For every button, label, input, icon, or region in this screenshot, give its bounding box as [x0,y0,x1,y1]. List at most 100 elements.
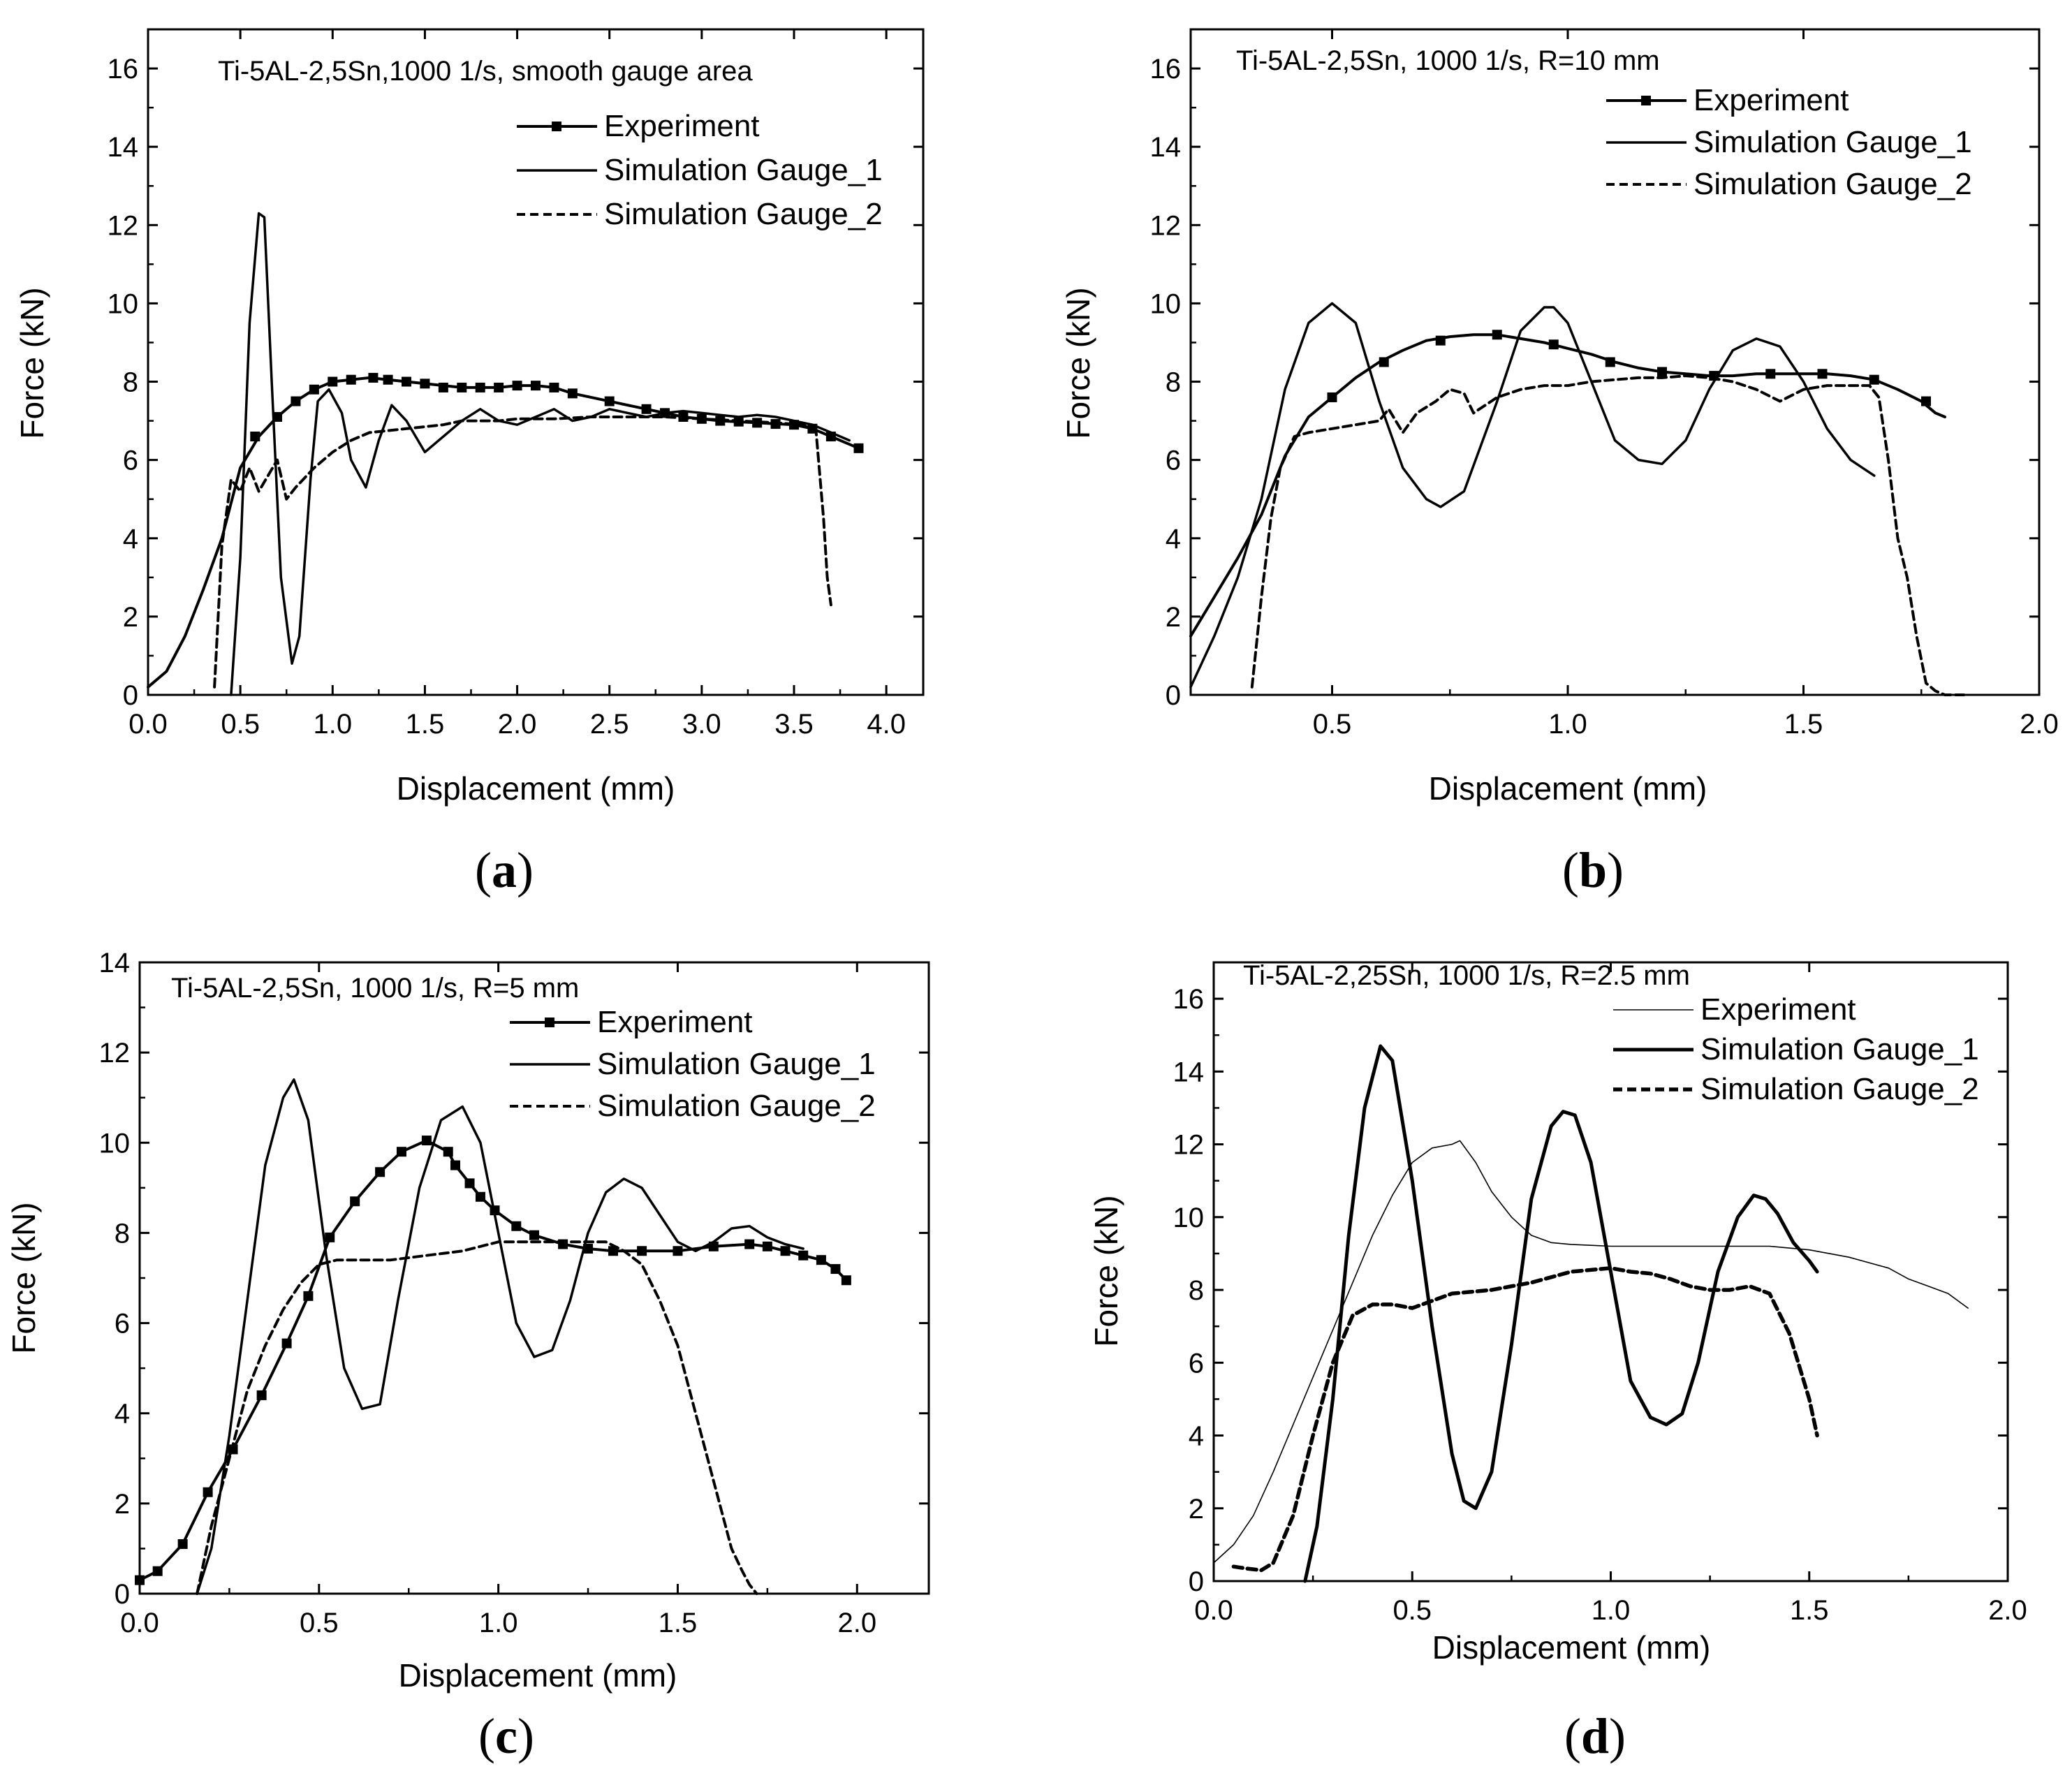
y-tick-label: 2 [123,602,138,633]
data-point-marker [798,1250,809,1261]
x-tick-label: 0.5 [1393,1595,1432,1626]
data-point-marker [375,1167,385,1177]
data-point-marker [830,1264,841,1275]
y-tick-label: 2 [1189,1494,1204,1525]
data-point-marker [853,443,864,453]
y-tick-label: 10 [99,1128,131,1159]
series-line-simulation-gauge-2 [1250,374,1970,696]
x-tick-label: 2.0 [498,709,537,740]
y-tick-label: 0 [1166,680,1181,711]
data-point-marker [641,404,652,414]
y-tick-label: 8 [1189,1275,1204,1306]
data-point-marker [744,1239,755,1249]
y-tick-label: 10 [1150,288,1182,319]
data-point-marker [512,381,522,391]
x-tick-label: 4.0 [867,709,906,740]
y-axis-label: Force (kN) [6,1202,42,1353]
data-point-marker [1817,369,1828,379]
x-tick-label: 1.0 [1592,1595,1631,1626]
panel-label: (d) [1564,1708,1626,1764]
legend-label: Simulation Gauge_2 [597,1089,876,1123]
x-tick-label: 0.5 [221,709,260,740]
series-line-simulation-gauge-2 [196,1240,758,1595]
x-axis-label: Displacement (mm) [1429,770,1707,807]
panel-label: (b) [1562,842,1624,898]
data-point-marker [1492,330,1502,340]
x-axis-label: Displacement (mm) [397,770,675,807]
data-point-marker [368,372,379,383]
data-point-marker [762,1241,772,1251]
legend-label: Experiment [604,109,760,143]
data-point-marker [1548,339,1559,350]
legend-marker [1641,96,1651,105]
x-tick-label: 3.0 [682,709,721,740]
legend-marker [552,122,561,131]
series-line-experiment [147,376,860,689]
series-line-simulation-gauge-2 [213,416,832,689]
y-tick-label: 10 [108,288,139,319]
y-tick-label: 4 [123,524,138,555]
data-point-marker [475,1191,485,1202]
data-point-marker [1765,369,1776,379]
data-point-marker [383,374,393,385]
data-point-marker [1657,367,1667,377]
y-tick-label: 12 [1173,1130,1205,1161]
data-point-marker [272,411,282,422]
y-tick-label: 16 [1173,984,1205,1015]
y-tick-label: 6 [1189,1348,1204,1379]
legend-label: Simulation Gauge_1 [1700,1032,1979,1066]
legend-label: Simulation Gauge_2 [1693,167,1972,201]
data-point-marker [511,1221,522,1231]
legend-label: Simulation Gauge_2 [604,197,883,231]
data-point-marker [350,1196,360,1207]
data-point-marker [291,396,301,406]
data-point-marker [464,1178,475,1189]
x-tick-label: 0.0 [1194,1595,1233,1626]
y-tick-label: 8 [123,367,138,398]
series-line-simulation-gauge-1 [196,1078,804,1595]
y-tick-label: 14 [1173,1057,1205,1087]
data-point-marker [531,381,541,391]
y-tick-label: 4 [115,1399,130,1430]
legend-label: Experiment [1700,992,1856,1027]
y-tick-label: 6 [115,1309,130,1339]
panel-c: 0.0 0.5 1.0 1.5 2.0 0 2 4 6 8 10 12 14 Ti-5AL-2,5Sn, … [6,948,930,1764]
x-tick-label: 1.5 [1784,709,1823,740]
chart-title: Ti-5AL-2,5Sn, 1000 1/s, R=5 mm [171,973,579,1004]
data-point-marker [1327,392,1337,402]
series-line-simulation-gauge-1 [1303,1044,1819,1583]
data-point-marker [250,432,260,442]
x-tick-label: 1.5 [406,709,445,740]
plot-frame [1189,28,2041,696]
x-tick-label: 3.5 [774,709,814,740]
x-axis-label: Displacement (mm) [1432,1629,1711,1666]
data-point-marker [816,1255,826,1265]
x-tick-label: 1.0 [1548,709,1587,740]
legend-label: Simulation Gauge_1 [597,1047,876,1081]
panel-label: (a) [475,842,534,898]
data-point-marker [608,1246,618,1256]
data-point-marker [1605,357,1615,367]
y-tick-label: 12 [1150,210,1182,241]
series-line-experiment [1213,1140,1969,1564]
data-point-marker [457,382,467,392]
data-point-marker [325,1232,335,1242]
data-point-marker [256,1390,267,1400]
y-tick-label: 10 [1173,1203,1205,1233]
data-point-marker [438,382,448,392]
data-point-marker [673,1246,683,1256]
data-point-marker [177,1538,188,1549]
legend-label: Experiment [1693,83,1849,117]
y-axis-label: Force (kN) [1060,287,1096,439]
y-tick-label: 2 [1166,602,1181,633]
data-point-marker [203,1487,213,1497]
series-line-simulation-gauge-1 [1189,302,1876,689]
x-tick-label: 1.5 [1790,1595,1829,1626]
y-tick-label: 12 [99,1038,131,1068]
panel-b: 0.5 1.0 1.5 2.0 0 2 4 6 8 10 12 14 16 Ti-5AL-2,5Sn, 1… [1060,28,2059,898]
y-tick-label: 8 [1166,367,1181,398]
y-tick-label: 4 [1189,1421,1204,1452]
x-tick-label: 0.0 [120,1608,159,1638]
data-point-marker [450,1160,460,1170]
